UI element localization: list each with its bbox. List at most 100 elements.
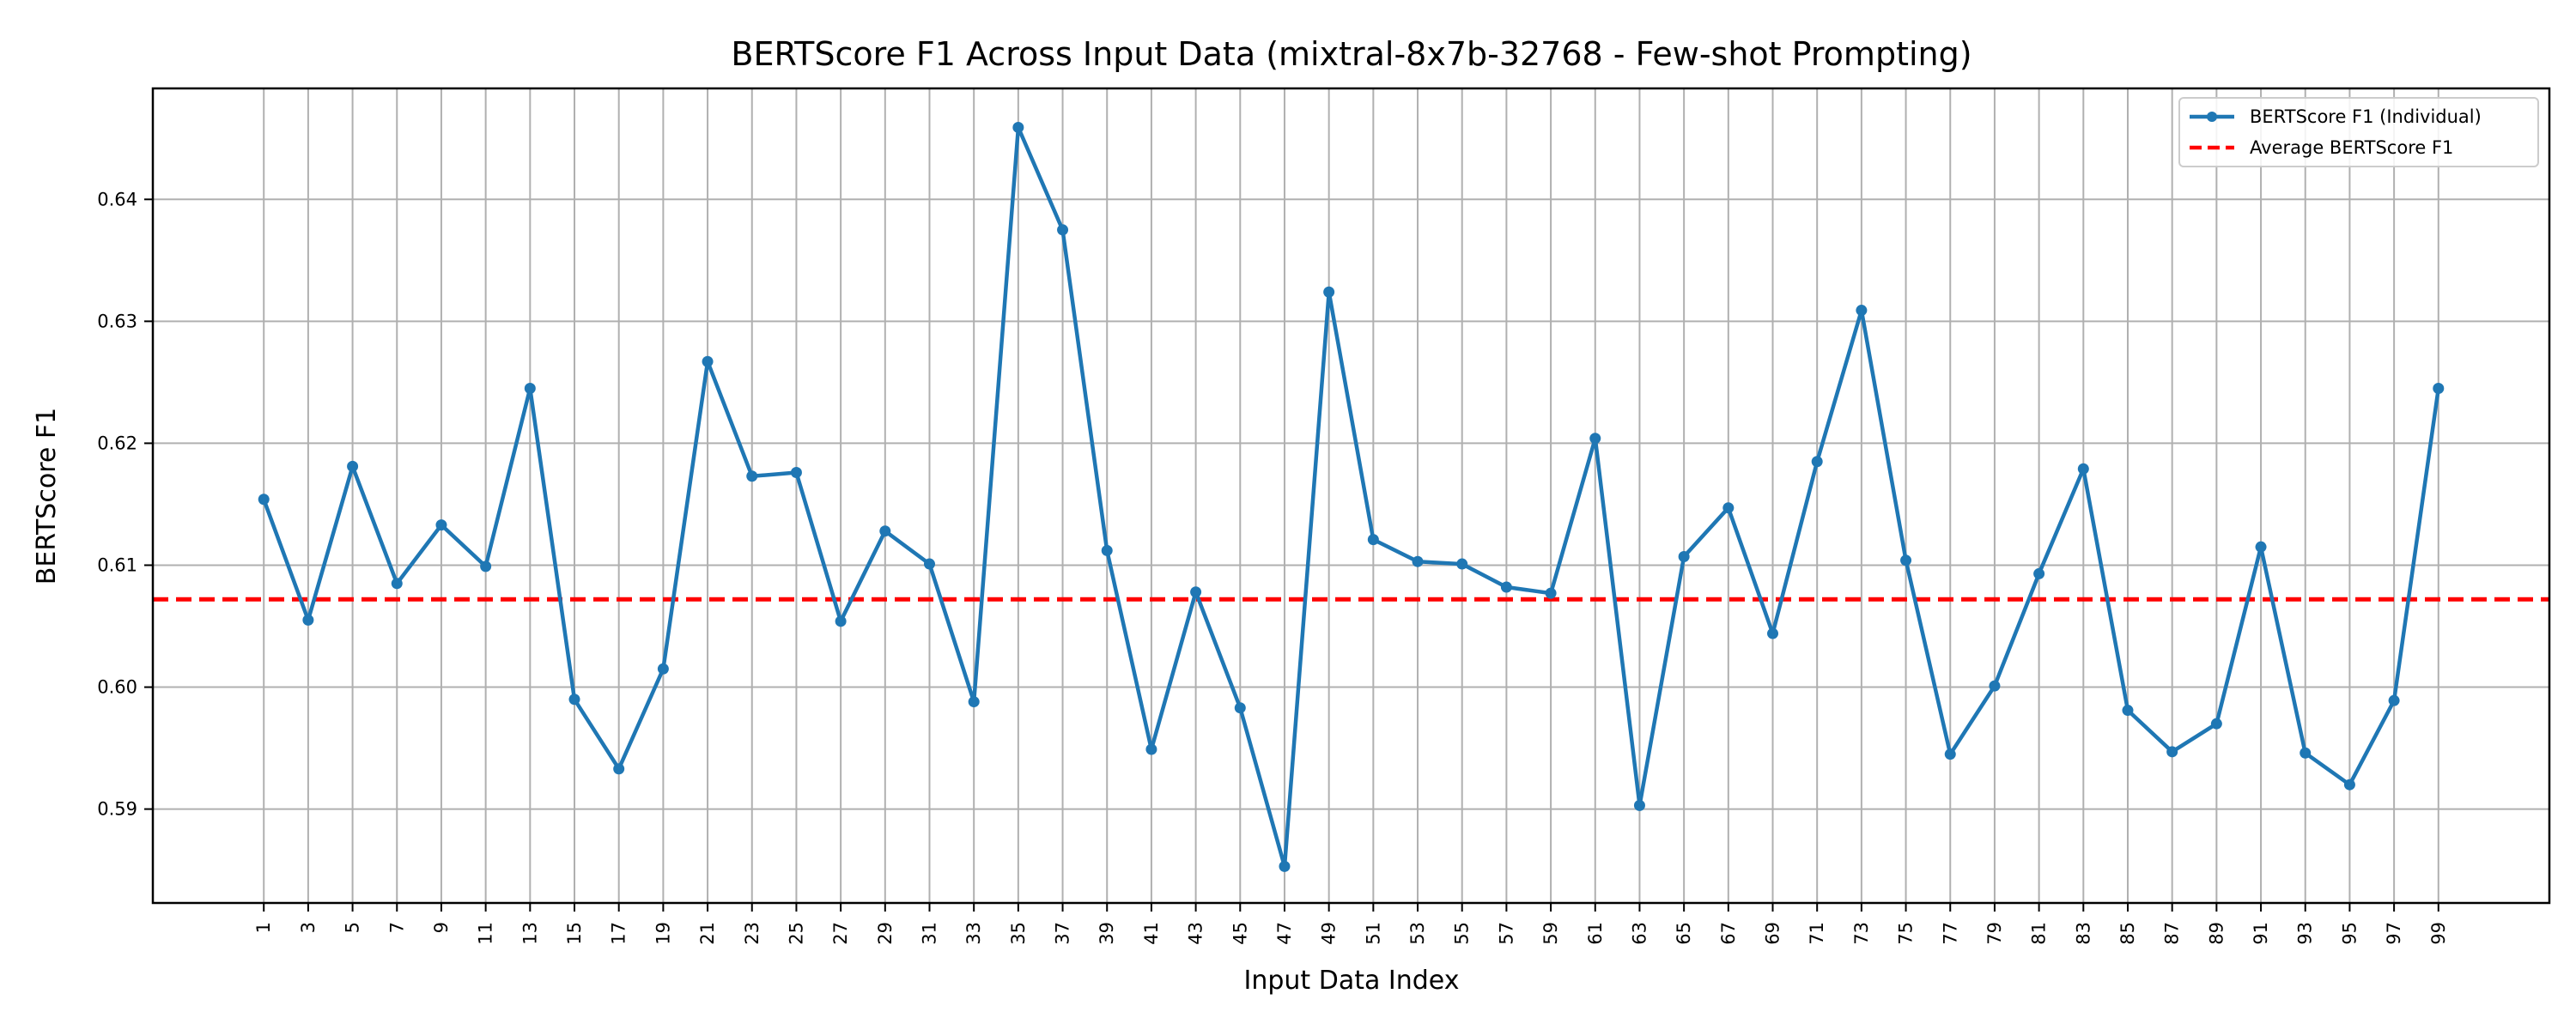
x-tick-label: 27 — [830, 922, 851, 945]
x-tick-label: 95 — [2339, 922, 2360, 945]
x-tick-label: 73 — [1851, 922, 1872, 945]
data-point — [1101, 544, 1113, 556]
x-tick-label: 39 — [1097, 922, 1117, 945]
data-point — [2033, 567, 2045, 579]
x-tick-label: 71 — [1807, 922, 1827, 945]
x-tick-label: 41 — [1141, 922, 1162, 945]
x-tick-label: 47 — [1274, 922, 1295, 945]
data-point — [1500, 581, 1512, 593]
data-point — [1722, 502, 1735, 514]
x-tick-label: 57 — [1496, 922, 1516, 945]
data-point — [1633, 799, 1645, 811]
data-point — [790, 467, 802, 479]
x-tick-label: 49 — [1319, 922, 1340, 945]
x-tick-label: 3 — [298, 922, 319, 933]
legend-label-individual: BERTScore F1 (Individual) — [2250, 106, 2482, 127]
x-tick-label: 89 — [2206, 922, 2227, 945]
series-group — [258, 121, 2445, 872]
chart-title: BERTScore F1 Across Input Data (mixtral-… — [731, 35, 1971, 73]
x-tick-label: 33 — [963, 922, 984, 945]
x-tick-label: 91 — [2251, 922, 2271, 945]
x-tick-label: 29 — [875, 922, 896, 945]
x-tick-label: 25 — [786, 922, 806, 945]
y-tick-label: 0.62 — [97, 433, 137, 453]
y-tick-label: 0.64 — [97, 189, 137, 209]
x-tick-label: 69 — [1763, 922, 1783, 945]
y-tick-label: 0.60 — [97, 677, 137, 698]
x-tick-label: 5 — [343, 922, 363, 933]
y-tick-label: 0.63 — [97, 311, 137, 331]
x-tick-label: 53 — [1407, 922, 1428, 945]
y-ticks: 0.59 0.60 0.61 0.62 0.63 0.64 — [97, 189, 153, 820]
data-point — [2433, 382, 2445, 394]
plot-frame — [151, 87, 2551, 905]
data-point — [1589, 433, 1601, 445]
x-tick-label: 31 — [919, 922, 939, 945]
data-point — [258, 494, 270, 506]
x-tick-label: 83 — [2073, 922, 2093, 945]
x-tick-label: 65 — [1674, 922, 1694, 945]
x-ticks: 1 3 5 7 9 11 13 15 17 19 21 23 25 27 29 31 33 35 37 39 41 43 4… — [253, 903, 2449, 945]
x-tick-label: 1 — [253, 922, 274, 933]
data-point — [302, 614, 314, 626]
x-tick-label: 37 — [1053, 922, 1073, 945]
data-point — [1012, 121, 1024, 133]
data-point — [1234, 702, 1246, 714]
data-point — [1811, 456, 1823, 468]
data-point — [1767, 627, 1779, 639]
data-point — [391, 578, 403, 590]
data-point — [1456, 558, 1468, 570]
x-tick-label: 43 — [1186, 922, 1206, 945]
data-point — [1545, 587, 1557, 599]
data-point — [1190, 586, 1202, 598]
x-tick-label: 85 — [2117, 922, 2138, 945]
x-tick-label: 35 — [1008, 922, 1029, 945]
data-point — [2210, 718, 2222, 730]
data-point — [2122, 705, 2134, 717]
x-tick-label: 51 — [1363, 922, 1383, 945]
legend-marker-individual — [2207, 112, 2217, 122]
data-point — [968, 696, 980, 708]
data-point — [568, 694, 580, 706]
data-point — [347, 460, 359, 472]
data-point — [613, 763, 625, 775]
data-point — [1944, 748, 1956, 760]
data-point — [524, 382, 536, 394]
x-tick-label: 67 — [1718, 922, 1739, 945]
data-point — [2343, 779, 2355, 791]
x-tick-label: 99 — [2428, 922, 2449, 945]
x-tick-label: 19 — [653, 922, 673, 945]
legend-box — [2178, 97, 2539, 167]
data-point — [1412, 555, 1424, 567]
data-point — [702, 355, 714, 367]
data-point — [657, 663, 669, 675]
data-point — [1279, 860, 1291, 872]
data-point — [2255, 541, 2267, 553]
x-tick-label: 93 — [2295, 922, 2316, 945]
series-line-individual — [262, 125, 2441, 869]
data-point — [1678, 551, 1690, 563]
legend: BERTScore F1 (Individual) Average BERTSc… — [2178, 97, 2539, 167]
x-tick-label: 87 — [2162, 922, 2183, 945]
data-point — [2300, 747, 2312, 759]
data-point — [480, 560, 492, 573]
x-tick-label: 63 — [1629, 922, 1649, 945]
x-tick-label: 45 — [1230, 922, 1250, 945]
x-tick-label: 59 — [1540, 922, 1561, 945]
x-tick-label: 15 — [564, 922, 585, 945]
grid — [153, 88, 2549, 903]
x-tick-label: 75 — [1896, 922, 1917, 945]
data-point — [1367, 534, 1379, 546]
data-point — [835, 615, 847, 627]
legend-label-average: Average BERTScore F1 — [2250, 137, 2453, 158]
data-point — [2166, 746, 2178, 758]
x-tick-label: 17 — [609, 922, 629, 945]
data-point — [1989, 680, 2001, 692]
data-point — [746, 470, 758, 482]
x-tick-label: 81 — [2029, 922, 2050, 945]
data-point — [2077, 463, 2089, 475]
data-point — [435, 519, 447, 531]
data-point — [1057, 224, 1069, 236]
x-tick-label: 97 — [2384, 922, 2404, 945]
data-point — [1323, 286, 1335, 298]
